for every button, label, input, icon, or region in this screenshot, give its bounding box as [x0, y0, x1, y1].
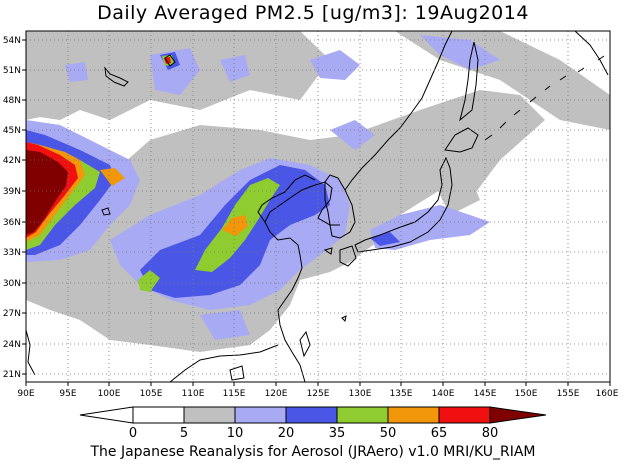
map-title: Daily Averaged PM2.5 [ug/m3]: 19Aug2014 — [97, 2, 529, 24]
pm25-level-10-region — [150, 48, 200, 95]
lon-label: 95E — [59, 389, 76, 399]
colorbar-segment — [132, 406, 185, 424]
colorbar-label: 65 — [431, 426, 448, 441]
lat-label: 36N — [3, 218, 21, 228]
colorbar-segment — [387, 406, 440, 424]
lon-label: 145E — [474, 389, 497, 399]
lat-label: 39N — [3, 187, 21, 197]
colorbar-segment — [336, 406, 389, 424]
lat-label: 27N — [3, 309, 21, 319]
coastlines — [26, 31, 609, 382]
pm25-level-5-region — [430, 170, 480, 215]
lat-label: 42N — [3, 156, 21, 166]
lat-label: 54N — [3, 36, 21, 46]
pm25-level-10-region — [65, 62, 88, 82]
pm25-level-10-region — [220, 55, 250, 82]
lon-label: 100E — [98, 389, 121, 399]
pm25-level-80-region — [26, 150, 68, 235]
pm25-level-10-region — [420, 35, 500, 70]
jeju-island — [323, 247, 333, 255]
lon-label: 160E — [596, 389, 619, 399]
lat-label: 48N — [3, 96, 21, 106]
lon-label: 120E — [265, 389, 288, 399]
china-coastline — [264, 181, 340, 382]
axis-ticks — [22, 39, 611, 386]
indochina-coastline — [26, 329, 36, 376]
lat-label: 30N — [3, 279, 21, 289]
lon-label: 150E — [515, 389, 538, 399]
colorbar-label: 20 — [278, 426, 295, 441]
pm25-field — [26, 31, 610, 382]
lake-qinghai — [101, 207, 111, 216]
lon-label: 140E — [432, 389, 455, 399]
colorbar-label: 50 — [380, 426, 397, 441]
pm25-level-10-region — [370, 205, 490, 250]
lat-label: 24N — [3, 340, 21, 350]
colorbar-label: 0 — [129, 426, 137, 441]
small-island — [341, 315, 347, 323]
kyushu-coastline — [339, 245, 357, 267]
pm25-level-20-region — [370, 232, 400, 246]
lon-label: 90E — [17, 389, 34, 399]
pm25-level-5-region — [26, 31, 50, 120]
hainan-coastline — [229, 365, 245, 381]
colorbar-label: 80 — [482, 426, 499, 441]
data-source-credit: The Japanese Reanalysis for Aerosol (JRA… — [90, 444, 536, 460]
pm25-level-10-region — [200, 310, 250, 340]
lon-label: 110E — [182, 389, 205, 399]
colorbar — [79, 406, 547, 424]
russia-coastline — [344, 31, 453, 191]
hokkaido-coastline — [444, 127, 479, 153]
lon-label: 130E — [349, 389, 372, 399]
taiwan-coastline — [299, 330, 311, 358]
lat-label: 51N — [3, 66, 21, 76]
pm25-level-50-region — [222, 215, 248, 236]
pm25-level-10-region — [310, 50, 360, 80]
colorbar-segment — [438, 406, 491, 424]
colorbar-segment — [234, 406, 287, 424]
lake-baikal — [104, 66, 129, 87]
colorbar-segment — [285, 406, 338, 424]
lat-label: 45N — [3, 126, 21, 136]
graticule — [26, 31, 610, 382]
pm25-level-10-region — [330, 120, 375, 150]
colorbar-segment — [489, 406, 547, 424]
lon-label: 105E — [140, 389, 163, 399]
lat-label: 21N — [3, 370, 21, 380]
lon-label: 125E — [307, 389, 330, 399]
korea-coastline — [324, 174, 356, 239]
colorbar-segment — [183, 406, 236, 424]
lon-label: 115E — [223, 389, 246, 399]
pm25-level-35-region — [138, 270, 160, 292]
kuril-islands — [484, 55, 605, 141]
south-china-coastline — [169, 344, 279, 382]
bohai-coastline — [257, 174, 316, 223]
colorbar-label: 35 — [329, 426, 346, 441]
colorbar-segment — [79, 406, 134, 424]
lat-label: 33N — [3, 248, 21, 258]
colorbar-label: 10 — [227, 426, 244, 441]
lon-label: 155E — [557, 389, 580, 399]
lon-label: 135E — [390, 389, 413, 399]
kamchatka-coastline — [574, 31, 609, 76]
sakhalin-coastline — [459, 41, 479, 122]
colorbar-label: 5 — [180, 426, 188, 441]
small-lake — [164, 54, 176, 67]
pm25-level-50-region — [100, 168, 125, 186]
